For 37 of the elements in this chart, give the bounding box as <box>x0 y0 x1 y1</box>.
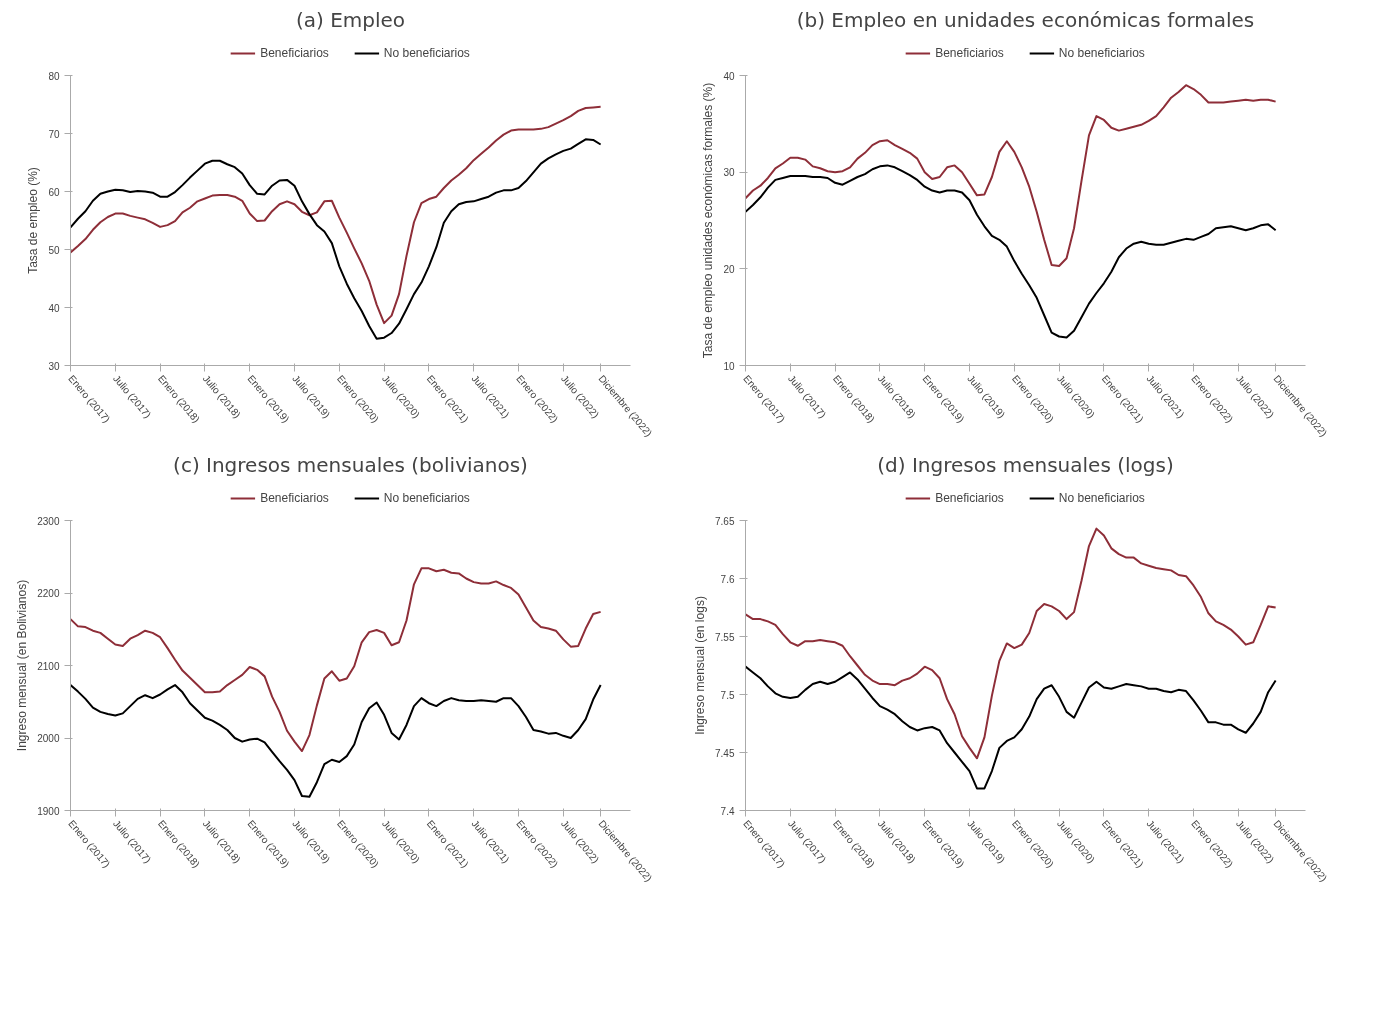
y-tick-label: 2000 <box>37 733 60 744</box>
y-tick-label: 7.5 <box>720 689 735 701</box>
y-tick-label: 2100 <box>37 660 60 672</box>
legend-label: No beneficiarios <box>383 46 470 60</box>
legend-label: No beneficiarios <box>1058 46 1145 60</box>
y-tick-label: 10 <box>723 360 735 372</box>
y-tick-label: 40 <box>48 302 60 314</box>
y-tick-label: 7.4 <box>720 805 735 817</box>
chart-title: (c) Ingresos mensuales (bolivianos) <box>173 452 528 477</box>
y-axis-title: Tasa de empleo unidades económicas formales (%) <box>701 82 716 359</box>
y-tick-label: 1900 <box>37 805 60 817</box>
legend-label: Beneficiarios <box>935 491 1004 505</box>
y-axis-title: Ingreso mensual (en Bolivianos) <box>15 579 30 752</box>
legend-label: Beneficiarios <box>260 491 329 505</box>
y-tick-label: 30 <box>723 167 735 179</box>
y-tick-label: 7.6 <box>720 573 735 585</box>
y-tick-label: 7.45 <box>715 747 735 759</box>
chart-title: (b) Empleo en unidades económicas formales <box>796 7 1255 32</box>
legend-label: No beneficiarios <box>383 491 470 505</box>
chart-title: (a) Empleo <box>295 7 406 32</box>
legend-label: Beneficiarios <box>260 46 329 60</box>
y-tick-label: 60 <box>48 186 60 198</box>
legend-label: Beneficiarios <box>935 46 1004 60</box>
y-axis-title: Tasa de empleo (%) <box>26 167 41 274</box>
y-tick-label: 40 <box>723 70 735 82</box>
y-tick-label: 7.65 <box>715 515 735 527</box>
chart-title: (d) Ingresos mensuales (logs) <box>877 452 1174 477</box>
y-tick-label: 50 <box>48 244 60 256</box>
y-tick-label: 30 <box>48 360 60 372</box>
y-tick-label: 2200 <box>37 588 60 599</box>
y-tick-label: 70 <box>48 128 60 140</box>
y-tick-label: 80 <box>48 70 60 82</box>
y-tick-label: 20 <box>723 263 735 275</box>
y-tick-label: 2300 <box>37 515 60 527</box>
legend-label: No beneficiarios <box>1058 491 1145 505</box>
y-tick-label: 7.55 <box>715 631 735 643</box>
y-axis-title: Ingreso mensual (en logs) <box>693 596 708 735</box>
